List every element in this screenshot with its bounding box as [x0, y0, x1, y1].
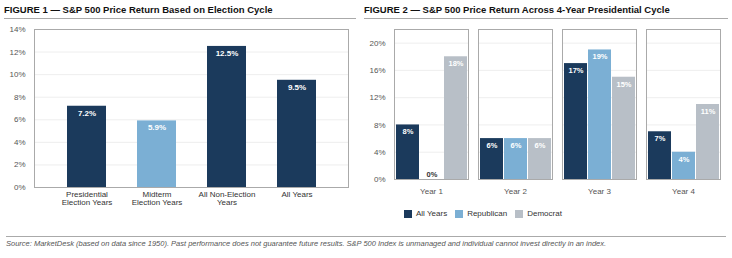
svg-text:8%: 8%: [374, 121, 386, 130]
svg-text:Year 2: Year 2: [504, 187, 527, 196]
svg-text:12%: 12%: [369, 93, 385, 102]
svg-text:6%: 6%: [487, 141, 498, 150]
svg-text:8%: 8%: [403, 127, 414, 136]
svg-text:4%: 4%: [14, 138, 26, 147]
html-text:FIGURE 1 — S&P 500 Price Retur: FIGURE 1 — S&P 500 Price Return Based on…: [4, 4, 273, 15]
svg-text:6%: 6%: [511, 141, 522, 150]
svg-text:6%: 6%: [14, 115, 26, 124]
svg-text:17%: 17%: [568, 66, 583, 75]
svg-text:18%: 18%: [448, 59, 463, 68]
svg-text:7%: 7%: [655, 134, 666, 143]
svg-text:0%: 0%: [14, 183, 26, 192]
svg-text:7.2%: 7.2%: [78, 109, 96, 118]
html-text:Republican: Republican: [467, 209, 508, 218]
svg-text:2%: 2%: [14, 160, 26, 169]
svg-text:9.5%: 9.5%: [288, 83, 306, 92]
svg-text:All Non-ElectionYears: All Non-ElectionYears: [199, 190, 256, 207]
html-text:All Years: All Years: [416, 209, 448, 218]
svg-text:10%: 10%: [9, 70, 25, 79]
svg-text:16%: 16%: [369, 66, 385, 75]
svg-text:0%: 0%: [427, 170, 438, 179]
svg-text:Year 4: Year 4: [672, 187, 695, 196]
svg-text:14%: 14%: [9, 25, 25, 34]
svg-text:Year 3: Year 3: [588, 187, 611, 196]
svg-text:20%: 20%: [369, 39, 385, 48]
svg-text:12.5%: 12.5%: [216, 49, 239, 58]
svg-text:4%: 4%: [679, 155, 690, 164]
svg-text:MidtermElection Years: MidtermElection Years: [132, 190, 183, 207]
svg-text:11%: 11%: [701, 107, 716, 116]
svg-text:Year 1: Year 1: [420, 187, 443, 196]
svg-text:19%: 19%: [592, 52, 607, 61]
html-text:Democrat: Democrat: [527, 209, 562, 218]
svg-text:6%: 6%: [535, 141, 546, 150]
html-text:FIGURE 2 — S&P 500 Price Retur: FIGURE 2 — S&P 500 Price Return Across 4…: [364, 4, 670, 15]
html-text:Source: MarketDesk (based on d: Source: MarketDesk (based on data since …: [6, 239, 607, 248]
svg-text:15%: 15%: [616, 80, 631, 89]
svg-text:All Years: All Years: [281, 190, 312, 199]
svg-text:12%: 12%: [9, 48, 25, 57]
svg-text:PresidentialElection Years: PresidentialElection Years: [62, 190, 113, 207]
svg-text:0%: 0%: [374, 175, 386, 184]
svg-text:5.9%: 5.9%: [148, 123, 166, 132]
svg-text:8%: 8%: [14, 93, 26, 102]
svg-text:4%: 4%: [374, 148, 386, 157]
